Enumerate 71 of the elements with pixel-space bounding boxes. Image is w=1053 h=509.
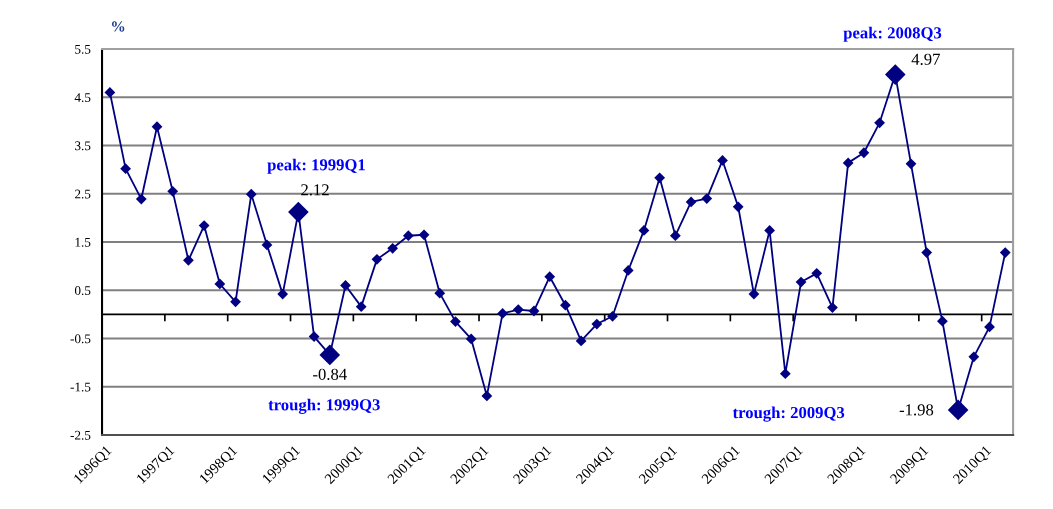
point bbox=[858, 147, 870, 159]
point bbox=[591, 318, 603, 330]
data-label: -1.98 bbox=[899, 404, 934, 416]
point bbox=[512, 304, 524, 315]
point bbox=[732, 201, 744, 213]
point bbox=[842, 157, 854, 169]
point bbox=[277, 288, 289, 300]
point bbox=[230, 296, 241, 308]
annotation: trough: 2009Q3 bbox=[732, 406, 845, 422]
point bbox=[308, 331, 320, 342]
point bbox=[450, 316, 461, 327]
point bbox=[999, 247, 1011, 258]
text: peak: 2008Q3 bbox=[843, 26, 942, 42]
point bbox=[937, 315, 948, 327]
y-tick-label: 5.5 bbox=[75, 44, 91, 54]
y-tick-label: 2.5 bbox=[75, 189, 91, 199]
y-tick-label: 0.5 bbox=[74, 286, 91, 296]
point bbox=[921, 247, 933, 258]
point bbox=[968, 351, 980, 363]
point bbox=[607, 310, 618, 322]
point bbox=[575, 335, 587, 347]
y-tick-label: -0.5 bbox=[70, 334, 91, 344]
y-tick-label: -1.5 bbox=[70, 382, 91, 392]
point bbox=[387, 242, 399, 254]
point bbox=[764, 225, 775, 236]
data-label: 2.12 bbox=[301, 184, 329, 196]
data-label: 4.97 bbox=[911, 53, 940, 65]
point bbox=[402, 230, 414, 242]
point bbox=[340, 280, 351, 291]
point bbox=[245, 188, 257, 200]
point bbox=[560, 299, 571, 311]
y-axis-title: % bbox=[112, 21, 125, 32]
point bbox=[261, 239, 273, 251]
point bbox=[701, 193, 713, 204]
y-tick-label: 3.5 bbox=[75, 141, 91, 151]
point bbox=[654, 172, 666, 184]
point bbox=[685, 196, 697, 208]
point bbox=[905, 158, 917, 170]
point bbox=[638, 225, 650, 236]
y-tick-label: 4.5 bbox=[74, 93, 91, 103]
point bbox=[544, 271, 556, 283]
point bbox=[371, 253, 383, 265]
point bbox=[418, 229, 430, 241]
point bbox=[481, 390, 493, 402]
point bbox=[748, 288, 760, 300]
point bbox=[779, 368, 791, 380]
point bbox=[717, 155, 728, 166]
annotation: trough: 1999Q3 bbox=[268, 398, 380, 414]
point bbox=[795, 276, 807, 288]
point bbox=[622, 265, 634, 276]
point bbox=[827, 302, 838, 313]
point bbox=[465, 333, 477, 345]
point bbox=[528, 305, 540, 317]
point bbox=[120, 163, 131, 175]
point bbox=[151, 121, 163, 133]
point bbox=[355, 301, 367, 313]
point bbox=[497, 308, 508, 319]
y-tick-label: -2.5 bbox=[70, 430, 91, 440]
point bbox=[669, 230, 681, 242]
y-tick-label: 1.5 bbox=[75, 237, 91, 247]
point bbox=[214, 278, 226, 290]
point bbox=[135, 193, 147, 205]
point bbox=[183, 254, 194, 266]
point bbox=[811, 267, 823, 279]
point bbox=[434, 287, 446, 299]
point bbox=[167, 185, 179, 197]
point bbox=[874, 117, 885, 129]
point bbox=[104, 87, 116, 98]
annotation: peak: 1999Q1 bbox=[267, 158, 365, 174]
data-label: -0.84 bbox=[313, 368, 347, 380]
point bbox=[198, 220, 210, 231]
